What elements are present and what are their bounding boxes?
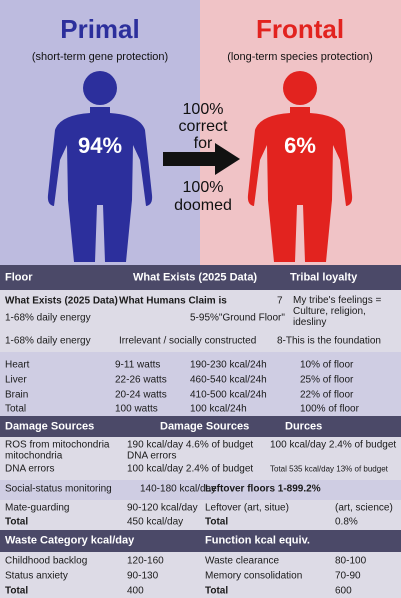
table-cell: 140-180 kcal/day <box>140 483 217 495</box>
header-cell: Tribal loyalty <box>290 271 358 284</box>
table-cell: ROS from mitochondria <box>5 439 110 451</box>
table-cell: 100 kcal/24h <box>190 403 247 415</box>
header-cell: Waste Category kcal/day <box>5 534 135 547</box>
table-cell: Irrelevant / socially constructed <box>119 335 257 347</box>
table-cell: 70-90 <box>335 570 361 582</box>
table-cell: mitochondria <box>5 450 63 462</box>
table-cell: 100 kcal/day 2.4% of budget <box>270 439 397 451</box>
row-band <box>0 352 401 416</box>
table-cell: 25% of floor <box>300 374 354 386</box>
table-cell: Total <box>5 403 27 415</box>
table-cell: 190 kcal/day 4.6% of budget <box>127 439 254 451</box>
table-cell: Brain <box>5 389 29 401</box>
row-band <box>0 437 401 480</box>
header-cell: Function kcal equiv. <box>205 534 310 547</box>
table-cell: 1-68% daily energy <box>5 335 91 347</box>
table-cell: Heart <box>5 359 30 371</box>
table-cell: Total <box>205 585 229 597</box>
header-cell: What Exists (2025 Data) <box>133 271 258 284</box>
table-cell: 600 <box>335 585 352 597</box>
left-subtitle: (short-term gene protection) <box>32 51 168 63</box>
table-cell: DNA errors <box>5 463 55 475</box>
table-cell: 400 <box>127 585 144 597</box>
row-band <box>0 500 401 530</box>
arrow <box>163 143 240 175</box>
row-band <box>0 480 401 500</box>
table-cell: Total <box>205 516 229 528</box>
table-cell: 7 <box>277 295 283 307</box>
right-figure <box>247 71 353 262</box>
middle-text: doomed <box>174 197 232 214</box>
table-cell: 100 kcal/day 2.4% of budget <box>127 463 254 475</box>
row-band <box>0 552 401 598</box>
table-cell: 5-95%"Ground Floor" <box>190 312 285 324</box>
header-bar <box>0 530 401 552</box>
right-percent: 6% <box>284 133 316 158</box>
table-cell: 460-540 kcal/24h <box>190 374 267 386</box>
table-cell: Social-status monitoring <box>5 483 112 495</box>
table-cell: 410-500 kcal/24h <box>190 389 267 401</box>
table-cell: 8-This is the foundation <box>277 335 381 347</box>
table-cell: 120-160 <box>127 555 164 567</box>
header-cell: Damage Sources <box>160 420 250 433</box>
table-cell: Leftover floors 1-899.2% <box>205 483 321 495</box>
table-cell: 90-130 <box>127 570 159 582</box>
table-cell: Mate-guarding <box>5 502 70 514</box>
table-cell: (art, science) <box>335 502 393 514</box>
table-cell: 22-26 watts <box>115 374 167 386</box>
table-cell: 9-11 watts <box>115 359 161 371</box>
table-cell: Leftover (art, situe) <box>205 502 289 514</box>
left-figure <box>47 71 153 262</box>
table-cell: 22% of floor <box>300 389 354 401</box>
header-bar <box>0 265 401 290</box>
table-cell: 10% of floor <box>300 359 354 371</box>
right-title: Frontal <box>256 14 344 44</box>
table-cell: My tribe's feelings = Culture, religion,… <box>293 295 382 328</box>
table-cell: 20-24 watts <box>115 389 167 401</box>
hero: Primal (short-term gene protection) 94% … <box>0 0 401 265</box>
table-cell: Waste clearance <box>205 555 280 567</box>
table-cell: 80-100 <box>335 555 367 567</box>
header-cell: Durces <box>285 420 323 433</box>
table-cell: 0.8% <box>335 516 358 528</box>
table-cell: 450 kcal/day <box>127 516 184 528</box>
middle-text: for <box>194 135 213 152</box>
table-cell: 1-68% daily energy <box>5 312 91 324</box>
table-cell: Liver <box>5 374 27 386</box>
right-subtitle: (long-term species protection) <box>227 51 373 63</box>
header-bar <box>0 416 401 437</box>
table-cell: Total 535 kcal/day 13% of budget <box>270 464 388 474</box>
middle-text: 100% <box>183 101 224 118</box>
table-cell: Total <box>5 585 29 597</box>
header-cell: Damage Sources <box>5 420 95 433</box>
table-cell: 90-120 kcal/day <box>127 502 198 514</box>
left-title: Primal <box>60 14 140 44</box>
table-cell: DNA errors <box>127 450 177 462</box>
middle-text: 100% <box>183 179 224 196</box>
left-percent: 94% <box>78 133 122 158</box>
table-cell: Memory consolidation <box>205 570 303 582</box>
table-cell: 100 watts <box>115 403 158 415</box>
table-cell: Childhood backlog <box>5 555 88 567</box>
table-cell: 190-230 kcal/24h <box>190 359 267 371</box>
row-band <box>0 290 401 352</box>
table-cell: What Humans Claim is <box>119 295 227 307</box>
table-cell: Total <box>5 516 29 528</box>
table-cell: What Exists (2025 Data) <box>5 295 118 307</box>
table-cell: Status anxiety <box>5 570 68 582</box>
middle-text: correct <box>179 118 228 135</box>
header-cell: Floor <box>5 271 33 284</box>
table-cell: 100% of floor <box>300 403 359 415</box>
